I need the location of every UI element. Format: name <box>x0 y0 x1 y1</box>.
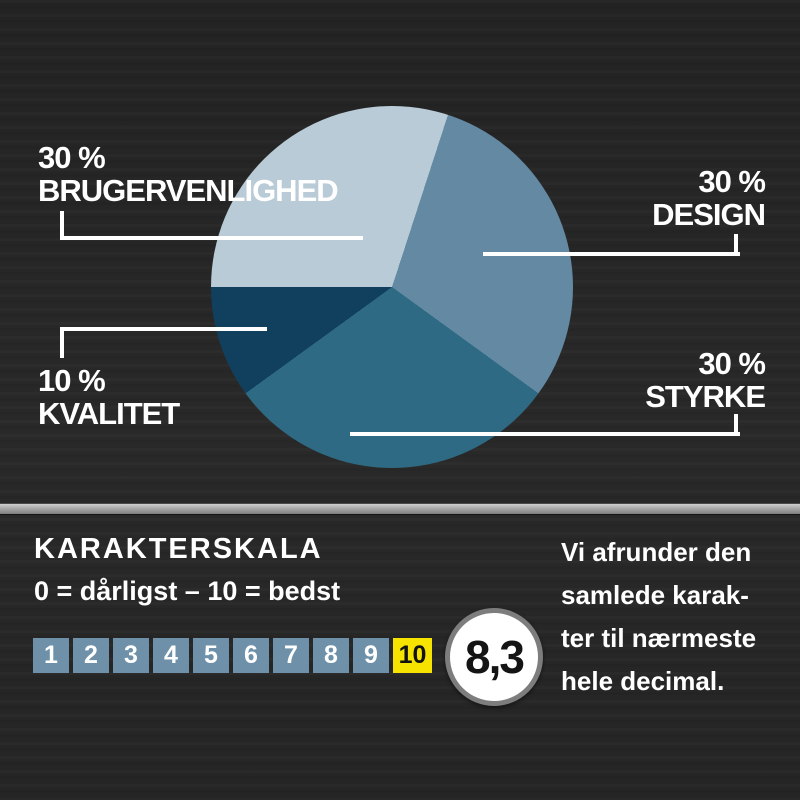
callout-styrke: 30 % STYRKE <box>645 346 766 414</box>
scale-box-6: 6 <box>233 638 269 673</box>
connector-kvalitet-horizontal <box>60 327 267 331</box>
callout-brugervenlighed-pct: 30 % <box>38 140 106 175</box>
scale-box-2: 2 <box>73 638 109 673</box>
callout-brugervenlighed-name: BRUGERVENLIGHED <box>38 173 339 208</box>
connector-brugervenlighed-vertical <box>60 211 64 240</box>
rounding-note-line-2: samlede karak- <box>561 580 749 610</box>
rounding-note-line-4: hele decimal. <box>561 666 725 696</box>
scale-title: KARAKTERSKALA <box>34 533 323 565</box>
connector-design-horizontal <box>483 252 740 256</box>
rounding-note-line-3: ter til nærmeste <box>561 623 757 653</box>
score-value: 8,3 <box>465 631 525 683</box>
scale-box-3: 3 <box>113 638 149 673</box>
callout-brugervenlighed: 30 % BRUGERVENLIGHED <box>38 140 339 208</box>
scale-subtitle: 0 = dårligst – 10 = bedst <box>34 576 341 606</box>
scale-box-4: 4 <box>153 638 189 673</box>
connector-styrke-horizontal <box>350 432 740 436</box>
scale-box-1: 1 <box>33 638 69 673</box>
callout-design-pct: 30 % <box>698 164 766 199</box>
connector-styrke-vertical <box>734 414 738 436</box>
connector-kvalitet-vertical <box>60 327 64 358</box>
pie-chart <box>211 106 573 468</box>
callout-kvalitet-pct: 10 % <box>38 363 106 398</box>
scale-box-8: 8 <box>313 638 349 673</box>
scale-boxes: 1 2 3 4 5 6 7 8 9 10 <box>33 638 432 673</box>
rounding-note-line-1: Vi afrunder den <box>561 537 752 567</box>
scale-box-5: 5 <box>193 638 229 673</box>
scale-box-9: 9 <box>353 638 389 673</box>
score-badge: 8,3 <box>445 608 543 706</box>
callout-styrke-name: STYRKE <box>645 379 766 414</box>
callout-kvalitet-name: KVALITET <box>38 396 180 431</box>
connector-design-vertical <box>734 234 738 256</box>
callout-styrke-pct: 30 % <box>698 346 766 381</box>
connector-brugervenlighed-horizontal <box>60 236 363 240</box>
section-divider <box>0 503 800 515</box>
scale-box-10: 10 <box>393 638 432 673</box>
callout-design: 30 % DESIGN <box>652 164 766 232</box>
rounding-note: Vi afrunder den samlede karak- ter til n… <box>561 531 756 703</box>
scale-box-7: 7 <box>273 638 309 673</box>
callout-design-name: DESIGN <box>652 197 766 232</box>
callout-kvalitet: 10 % KVALITET <box>38 363 180 431</box>
